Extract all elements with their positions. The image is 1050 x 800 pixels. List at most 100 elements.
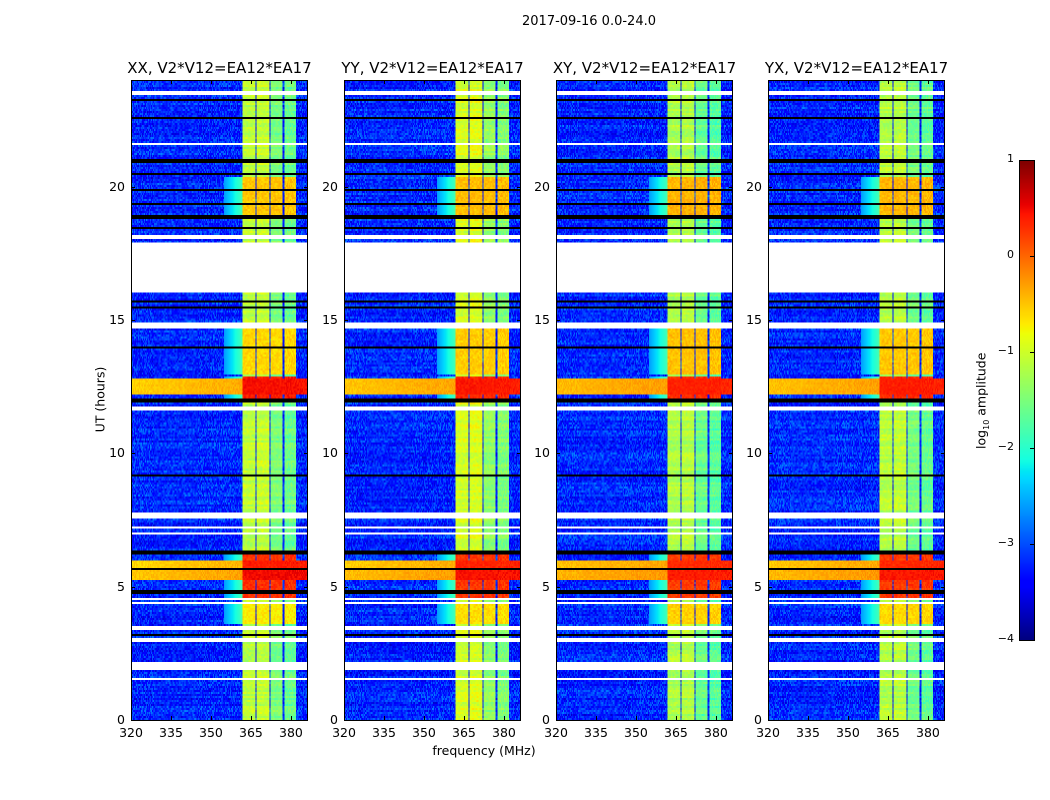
y-tick-mark bbox=[941, 320, 945, 321]
y-tick-label: 20 bbox=[109, 178, 125, 194]
x-tick-mark bbox=[383, 80, 385, 84]
y-tick-label: 20 bbox=[746, 178, 762, 194]
x-tick-label: 320 bbox=[119, 725, 143, 740]
y-tick-label: 5 bbox=[330, 578, 338, 594]
x-tick-label: 320 bbox=[332, 725, 356, 740]
colorbar-tick-label: −1 bbox=[997, 344, 1014, 357]
heatmap-image bbox=[345, 81, 520, 720]
x-tick-label: 380 bbox=[492, 725, 516, 740]
y-tick-mark bbox=[556, 453, 560, 455]
x-tick-mark bbox=[463, 80, 465, 84]
y-tick-mark bbox=[941, 453, 945, 455]
colorbar-label-log: log bbox=[973, 429, 989, 449]
heatmap-panel-yx bbox=[768, 80, 945, 721]
y-axis-label: UT (hours) bbox=[92, 366, 108, 433]
x-tick-mark bbox=[210, 80, 212, 84]
colorbar-tick-mark bbox=[1030, 544, 1034, 545]
y-tick-mark bbox=[131, 320, 135, 321]
x-tick-label: 335 bbox=[159, 725, 183, 740]
colorbar-tick-label: 1 bbox=[1007, 152, 1014, 165]
panel-title: YY, V2*V12=EA12*EA17 bbox=[341, 59, 524, 77]
x-tick-mark bbox=[675, 716, 677, 720]
x-tick-label: 380 bbox=[704, 725, 728, 740]
colorbar-label: log10 amplitude bbox=[973, 341, 991, 461]
colorbar-tick-label: 0 bbox=[1007, 248, 1014, 261]
y-tick-mark bbox=[517, 186, 521, 188]
x-tick-label: 380 bbox=[279, 725, 303, 740]
y-tick-mark bbox=[131, 586, 135, 588]
y-tick-label: 0 bbox=[754, 712, 762, 727]
y-tick-label: 15 bbox=[322, 312, 338, 327]
y-tick-mark bbox=[517, 453, 521, 455]
heatmap-panel-xx bbox=[131, 80, 308, 721]
x-tick-mark bbox=[807, 80, 809, 84]
x-axis-label: frequency (MHz) bbox=[432, 743, 536, 758]
x-tick-label: 365 bbox=[239, 725, 263, 740]
y-tick-mark bbox=[131, 453, 135, 455]
x-tick-mark bbox=[635, 716, 637, 720]
y-tick-mark bbox=[344, 320, 348, 321]
y-tick-mark bbox=[941, 186, 945, 188]
x-tick-mark bbox=[768, 80, 769, 84]
heatmap-image bbox=[132, 81, 307, 720]
x-tick-mark bbox=[250, 716, 252, 720]
x-tick-mark bbox=[847, 80, 849, 84]
x-tick-mark bbox=[463, 716, 465, 720]
y-tick-mark bbox=[556, 320, 560, 321]
x-tick-mark bbox=[887, 716, 889, 720]
y-tick-mark bbox=[344, 186, 348, 188]
colorbar-tick-mark bbox=[1030, 160, 1034, 161]
y-tick-mark bbox=[941, 720, 945, 721]
heatmap-image bbox=[769, 81, 944, 720]
colorbar-tick-mark bbox=[1030, 640, 1034, 641]
x-tick-mark bbox=[423, 716, 425, 720]
y-tick-mark bbox=[344, 586, 348, 588]
x-tick-mark bbox=[503, 716, 505, 720]
x-tick-label: 350 bbox=[199, 725, 223, 740]
y-tick-mark bbox=[131, 720, 135, 721]
y-tick-label: 10 bbox=[322, 445, 338, 461]
x-tick-mark bbox=[170, 716, 172, 720]
x-tick-label: 320 bbox=[756, 725, 780, 740]
colorbar-tick-mark bbox=[1030, 256, 1034, 257]
x-tick-mark bbox=[768, 716, 769, 720]
x-tick-mark bbox=[847, 716, 849, 720]
heatmap-panel-xy bbox=[556, 80, 733, 721]
x-tick-label: 365 bbox=[876, 725, 900, 740]
y-tick-mark bbox=[304, 320, 308, 321]
x-tick-mark bbox=[595, 716, 597, 720]
x-tick-mark bbox=[887, 80, 889, 84]
x-tick-mark bbox=[131, 716, 132, 720]
colorbar-tick-label: −2 bbox=[997, 440, 1014, 453]
y-tick-label: 0 bbox=[117, 712, 125, 727]
y-tick-mark bbox=[768, 453, 772, 455]
x-tick-mark bbox=[715, 80, 717, 84]
x-tick-label: 335 bbox=[796, 725, 820, 740]
y-tick-mark bbox=[941, 586, 945, 588]
colorbar-tick-label: −3 bbox=[997, 536, 1014, 549]
x-tick-label: 320 bbox=[544, 725, 568, 740]
y-tick-mark bbox=[729, 320, 733, 321]
x-tick-mark bbox=[210, 716, 212, 720]
y-tick-label: 15 bbox=[109, 312, 125, 327]
x-tick-label: 380 bbox=[916, 725, 940, 740]
y-tick-mark bbox=[768, 586, 772, 588]
y-tick-label: 20 bbox=[322, 178, 338, 194]
x-tick-mark bbox=[595, 80, 597, 84]
y-tick-mark bbox=[304, 453, 308, 455]
x-tick-mark bbox=[556, 716, 557, 720]
y-tick-mark bbox=[556, 720, 560, 721]
x-tick-mark bbox=[344, 80, 345, 84]
x-tick-mark bbox=[807, 716, 809, 720]
y-tick-mark bbox=[768, 720, 772, 721]
x-tick-label: 365 bbox=[664, 725, 688, 740]
y-tick-mark bbox=[729, 586, 733, 588]
y-tick-label: 10 bbox=[746, 445, 762, 461]
y-tick-mark bbox=[729, 186, 733, 188]
y-tick-mark bbox=[304, 586, 308, 588]
colorbar-tick-mark bbox=[1030, 352, 1034, 353]
y-tick-label: 15 bbox=[746, 312, 762, 327]
y-tick-mark bbox=[344, 453, 348, 455]
y-tick-mark bbox=[729, 453, 733, 455]
y-tick-mark bbox=[517, 720, 521, 721]
